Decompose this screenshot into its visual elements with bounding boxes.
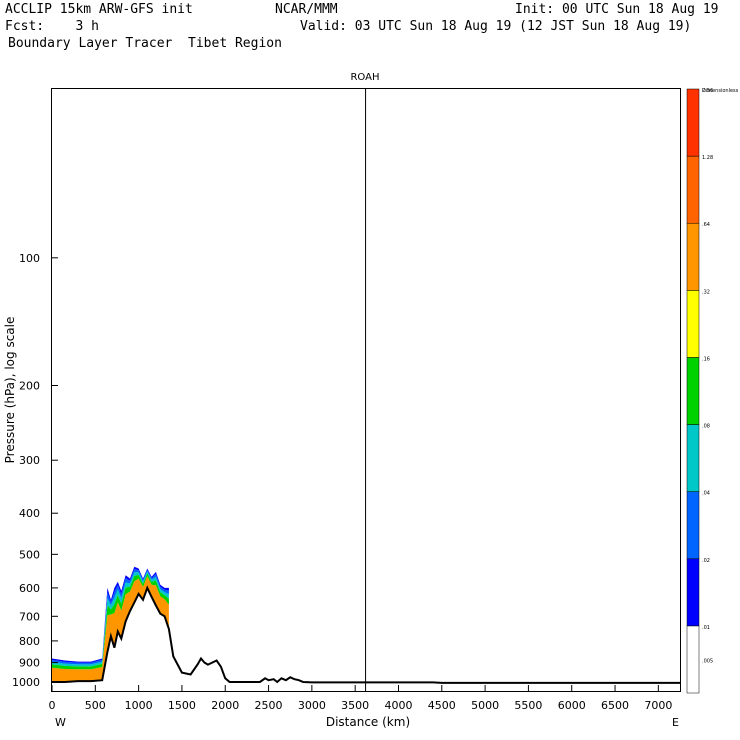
x-tick-label: 2500 <box>255 699 283 712</box>
colorbar-label: .32 <box>702 289 710 295</box>
header-field-title: Boundary Layer Tracer Tibet Region <box>8 36 282 51</box>
y-tick-label: 100 <box>19 252 40 265</box>
colorbar-label: .16 <box>702 356 710 362</box>
x-axis-east-label: E <box>672 716 679 729</box>
colorbar-segment <box>686 558 700 627</box>
terrain-line <box>52 585 680 684</box>
colorbar-label: 2.56 <box>702 88 713 94</box>
colorbar-label: Dimensionless <box>702 88 739 94</box>
x-tick-label: 3000 <box>298 699 326 712</box>
tracer-layer <box>52 571 169 667</box>
colorbar: .005 .01 .02 .04 .08 .16 .32 .64 1.28 2.56Dimensi… <box>686 88 739 694</box>
y-tick-label: 800 <box>19 635 40 648</box>
x-axis: 0 500 1000 1500 2000 2500 3000 3500 4000 4500 5000… <box>49 685 672 712</box>
colorbar-label: .005 <box>702 658 713 664</box>
x-tick-label: 6500 <box>601 699 629 712</box>
colorbar-segment <box>686 625 700 694</box>
header-model-label: ACCLIP 15km ARW-GFS init <box>5 2 193 17</box>
x-tick-label: 7000 <box>644 699 672 712</box>
colorbar-segment <box>686 155 700 224</box>
x-tick-label: 500 <box>85 699 106 712</box>
tracer-layer <box>52 576 169 682</box>
x-tick-label: 4500 <box>428 699 456 712</box>
y-tick-label: 700 <box>19 610 40 623</box>
colorbar-segment <box>686 88 700 157</box>
x-tick-label: 1000 <box>125 699 153 712</box>
y-tick-label: 300 <box>19 454 40 467</box>
plot-frame <box>51 88 681 692</box>
terrain-surface <box>52 585 680 684</box>
colorbar-label: .08 <box>702 424 710 430</box>
y-axis: 100 200 300 400 500 600 700 800 900 1000 <box>12 252 58 689</box>
colorbar-segment <box>686 357 700 425</box>
colorbar-segment <box>686 290 700 358</box>
x-tick-label: 0 <box>49 699 56 712</box>
colorbar-label: .64 <box>702 222 710 228</box>
colorbar-segment <box>686 222 700 291</box>
x-axis-west-label: W <box>55 716 66 729</box>
x-tick-label: 2000 <box>211 699 239 712</box>
colorbar-label: .02 <box>702 558 710 564</box>
colorbar-segment <box>686 491 700 560</box>
y-tick-label: 200 <box>19 380 40 393</box>
x-tick-label: 5500 <box>514 699 542 712</box>
colorbar-label: 1.28 <box>702 155 713 161</box>
header-forecast-hour: Fcst: 3 h <box>5 19 99 34</box>
tracer-layer <box>52 566 169 663</box>
chart-title: ROAH <box>350 72 379 83</box>
x-tick-label: 5000 <box>471 699 499 712</box>
tracer-layer <box>52 569 169 665</box>
header-organization: NCAR/MMM <box>275 2 338 17</box>
x-axis-label: Distance (km) <box>326 715 410 729</box>
y-tick-label: 900 <box>19 657 40 670</box>
x-tick-label: 4000 <box>384 699 412 712</box>
y-tick-label: 1000 <box>12 676 40 689</box>
y-axis-label: Pressure (hPa), log scale <box>3 317 17 464</box>
colorbar-label: .01 <box>702 625 710 631</box>
y-tick-label: 400 <box>19 507 40 520</box>
x-tick-label: 1500 <box>168 699 196 712</box>
colorbar-segment <box>686 424 700 492</box>
header-init-time: Init: 00 UTC Sun 18 Aug 19 <box>515 2 719 17</box>
colorbar-label: .04 <box>702 491 710 497</box>
y-tick-label: 500 <box>19 548 40 561</box>
header-valid-time: Valid: 03 UTC Sun 18 Aug 19 (12 JST Sun … <box>300 19 692 34</box>
tracer-layers <box>52 566 169 682</box>
x-tick-label: 6000 <box>558 699 586 712</box>
y-tick-label: 600 <box>19 582 40 595</box>
x-tick-label: 3500 <box>341 699 369 712</box>
